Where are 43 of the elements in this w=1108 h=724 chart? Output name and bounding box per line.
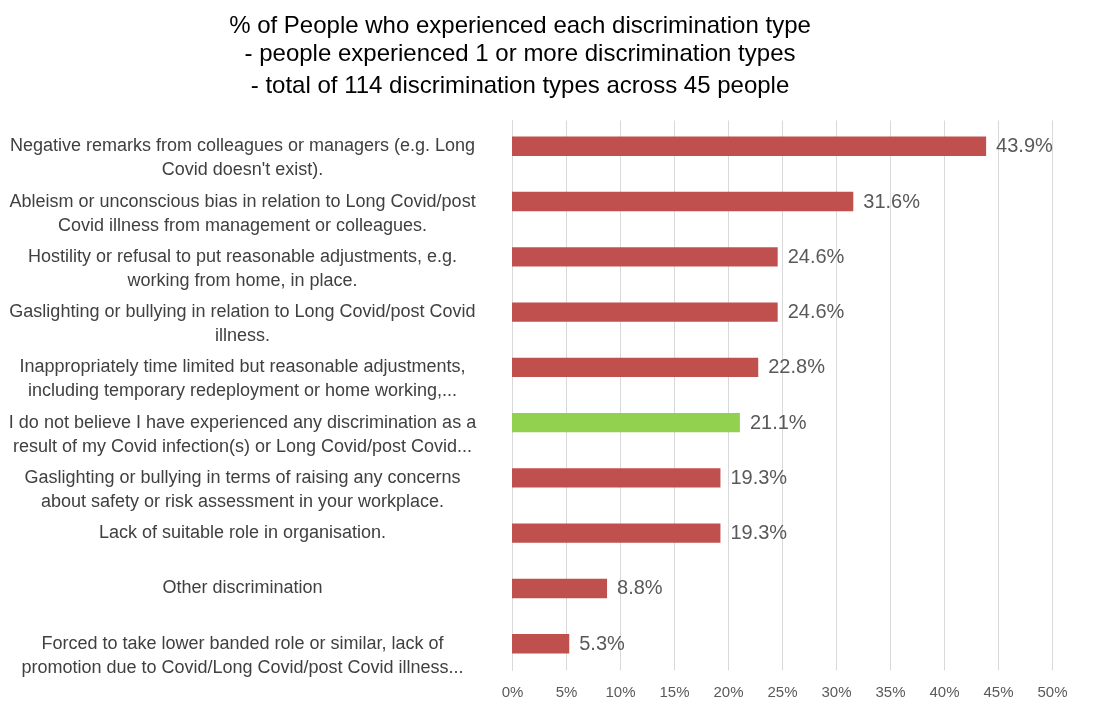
x-tick-label: 15%	[659, 682, 690, 700]
x-tick-label: 20%	[713, 682, 744, 700]
data-label: 21.1%	[749, 410, 807, 433]
chart-subtitle: - people experienced 1 or more discrimination types - total of 114 discrimination types across 45 people	[244, 39, 796, 98]
y-tick-label: Lack of suitable role in organisation.	[98, 522, 387, 543]
data-label: 8.8%	[617, 576, 663, 599]
bar	[512, 634, 570, 654]
bar	[512, 247, 778, 267]
bar	[512, 136, 987, 156]
x-tick-label: 25%	[767, 682, 798, 700]
data-label: 24.6%	[787, 300, 845, 323]
x-tick-label: 0%	[501, 682, 524, 700]
y-tick-label: Hostility or refusal to put reasonable adjustments, e.g. working from home, in place.	[27, 245, 458, 290]
data-label: 5.3%	[579, 631, 626, 654]
x-tick-label: 5%	[555, 682, 578, 700]
bar	[512, 191, 854, 212]
x-tick-label: 35%	[875, 682, 906, 700]
data-label: 43.9%	[996, 134, 1054, 157]
y-tick-label: Forced to take lower banded role or similar, lack of promotion due to Covid/Long Covid/post Covid illness...	[21, 632, 464, 677]
data-label: 19.3%	[730, 465, 788, 488]
x-tick-label: 30%	[821, 682, 852, 700]
x-tick-label: 45%	[983, 682, 1014, 700]
data-label: 22.8%	[768, 355, 826, 378]
y-tick-label: Gaslighting or bullying in terms of raising any concerns about safety or risk assessment in your workplace.	[24, 466, 461, 511]
bar	[512, 302, 778, 322]
x-tick-label: 50%	[1037, 682, 1068, 700]
bar	[512, 412, 740, 433]
bar	[512, 523, 721, 543]
y-tick-label: Inappropriately time limited but reasonable adjustments, including temporary redeployment or home working,...	[19, 356, 466, 401]
chart-title: % of People who experienced each discrimination type	[229, 11, 811, 38]
y-tick-label: Ableism or unconscious bias in relation to Long Covid/post Covid illness from management or colleagues.	[9, 190, 476, 235]
bar	[512, 357, 759, 378]
x-tick-label: 10%	[605, 682, 636, 700]
bar	[512, 468, 721, 488]
y-tick-label: Other discrimination	[162, 577, 323, 598]
x-tick-label: 40%	[929, 682, 960, 700]
y-tick-label: Negative remarks from colleagues or managers (e.g. Long Covid doesn't exist).	[9, 135, 476, 180]
data-label: 24.6%	[787, 244, 845, 267]
data-label: 31.6%	[863, 189, 921, 212]
bar	[512, 578, 608, 599]
y-tick-label: I do not believe I have experienced any discrimination as a result of my Covid infection(s) or Long Covid/post Covid...	[8, 411, 478, 456]
y-tick-label: Gaslighting or bullying in relation to Long Covid/post Covid illness.	[9, 301, 476, 346]
data-label: 19.3%	[730, 521, 788, 544]
